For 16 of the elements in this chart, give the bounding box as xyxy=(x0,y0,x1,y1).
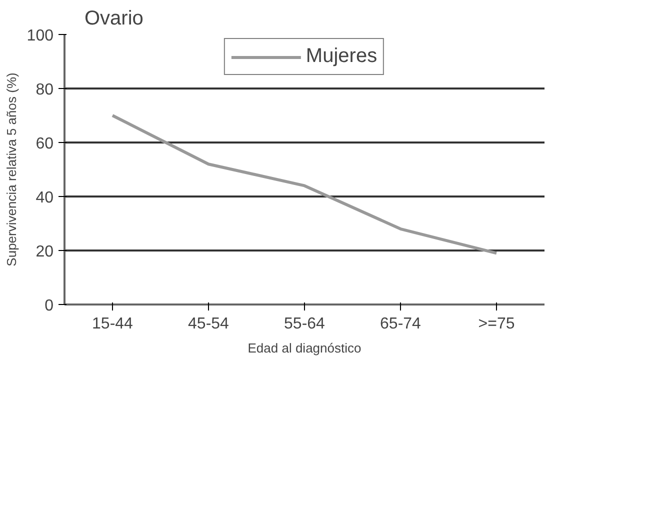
x-tick-label: 55-64 xyxy=(284,316,326,332)
x-tick-label: 15-44 xyxy=(92,316,134,332)
y-axis-title: Supervivencia relativa 5 años (%) xyxy=(4,72,19,266)
x-tick-label: >=75 xyxy=(478,316,515,332)
legend-label: Mujeres xyxy=(306,45,378,68)
y-tick-label: 20 xyxy=(36,244,54,260)
x-tick-label: 65-74 xyxy=(380,316,422,332)
line-series xyxy=(111,114,498,255)
y-tick-label: 60 xyxy=(36,136,54,152)
chart-title: Ovario xyxy=(84,8,144,30)
x-tick-label: 45-54 xyxy=(188,316,230,332)
y-tick-label: 0 xyxy=(44,298,54,314)
y-tick-label: 40 xyxy=(36,190,54,206)
y-tick-label: 100 xyxy=(26,28,54,44)
x-axis-title: Edad al diagnóstico xyxy=(248,340,362,356)
y-tick-label: 80 xyxy=(36,82,54,98)
